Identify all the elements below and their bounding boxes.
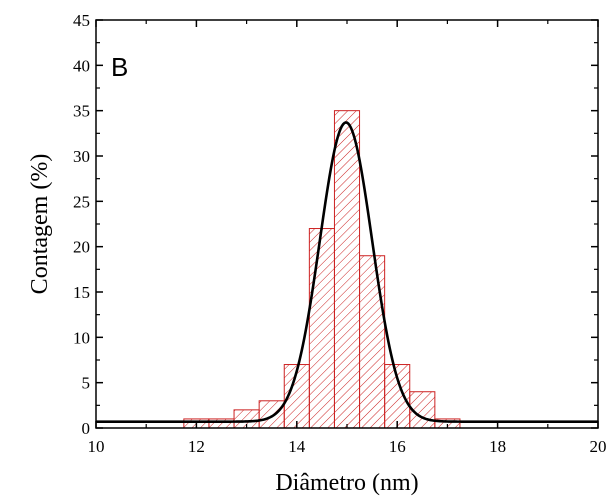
histogram-bar-6 (333, 110, 361, 429)
y-axis-title: Contagem (%) (27, 154, 53, 295)
y-tick-label-5: 25 (73, 192, 90, 211)
y-tick-label-6: 30 (73, 147, 90, 166)
x-tick-label-3: 16 (389, 437, 406, 456)
histogram-bar-7 (359, 255, 386, 429)
histogram-bar-5 (308, 228, 335, 429)
histogram-bar-3 (258, 400, 285, 429)
panel-label: B (111, 52, 128, 82)
x-tick-label-5: 20 (590, 437, 607, 456)
y-tick-label-1: 5 (82, 374, 91, 393)
gaussian-fit (96, 121, 598, 423)
y-tick-label-3: 15 (73, 283, 90, 302)
histogram-bars (183, 110, 461, 429)
y-tick-label-0: 0 (82, 419, 91, 438)
x-tick-label-2: 14 (288, 437, 306, 456)
x-tick-label-0: 10 (88, 437, 105, 456)
x-tick-label-4: 18 (489, 437, 506, 456)
x-tick-label-1: 12 (188, 437, 205, 456)
histogram-bar-1 (208, 418, 235, 429)
y-tick-label-7: 35 (73, 102, 90, 121)
y-tick-label-2: 10 (73, 328, 90, 347)
y-axis-ticks: 0 5 10 15 20 25 30 35 40 45 (73, 11, 598, 438)
fit-curve-line (96, 121, 598, 423)
x-axis-title: Diâmetro (nm) (275, 470, 418, 496)
x-axis-ticks: 10 12 14 16 18 20 (88, 20, 607, 456)
y-tick-label-4: 20 (73, 238, 90, 257)
y-tick-label-9: 45 (73, 11, 90, 30)
y-tick-label-8: 40 (73, 56, 90, 75)
